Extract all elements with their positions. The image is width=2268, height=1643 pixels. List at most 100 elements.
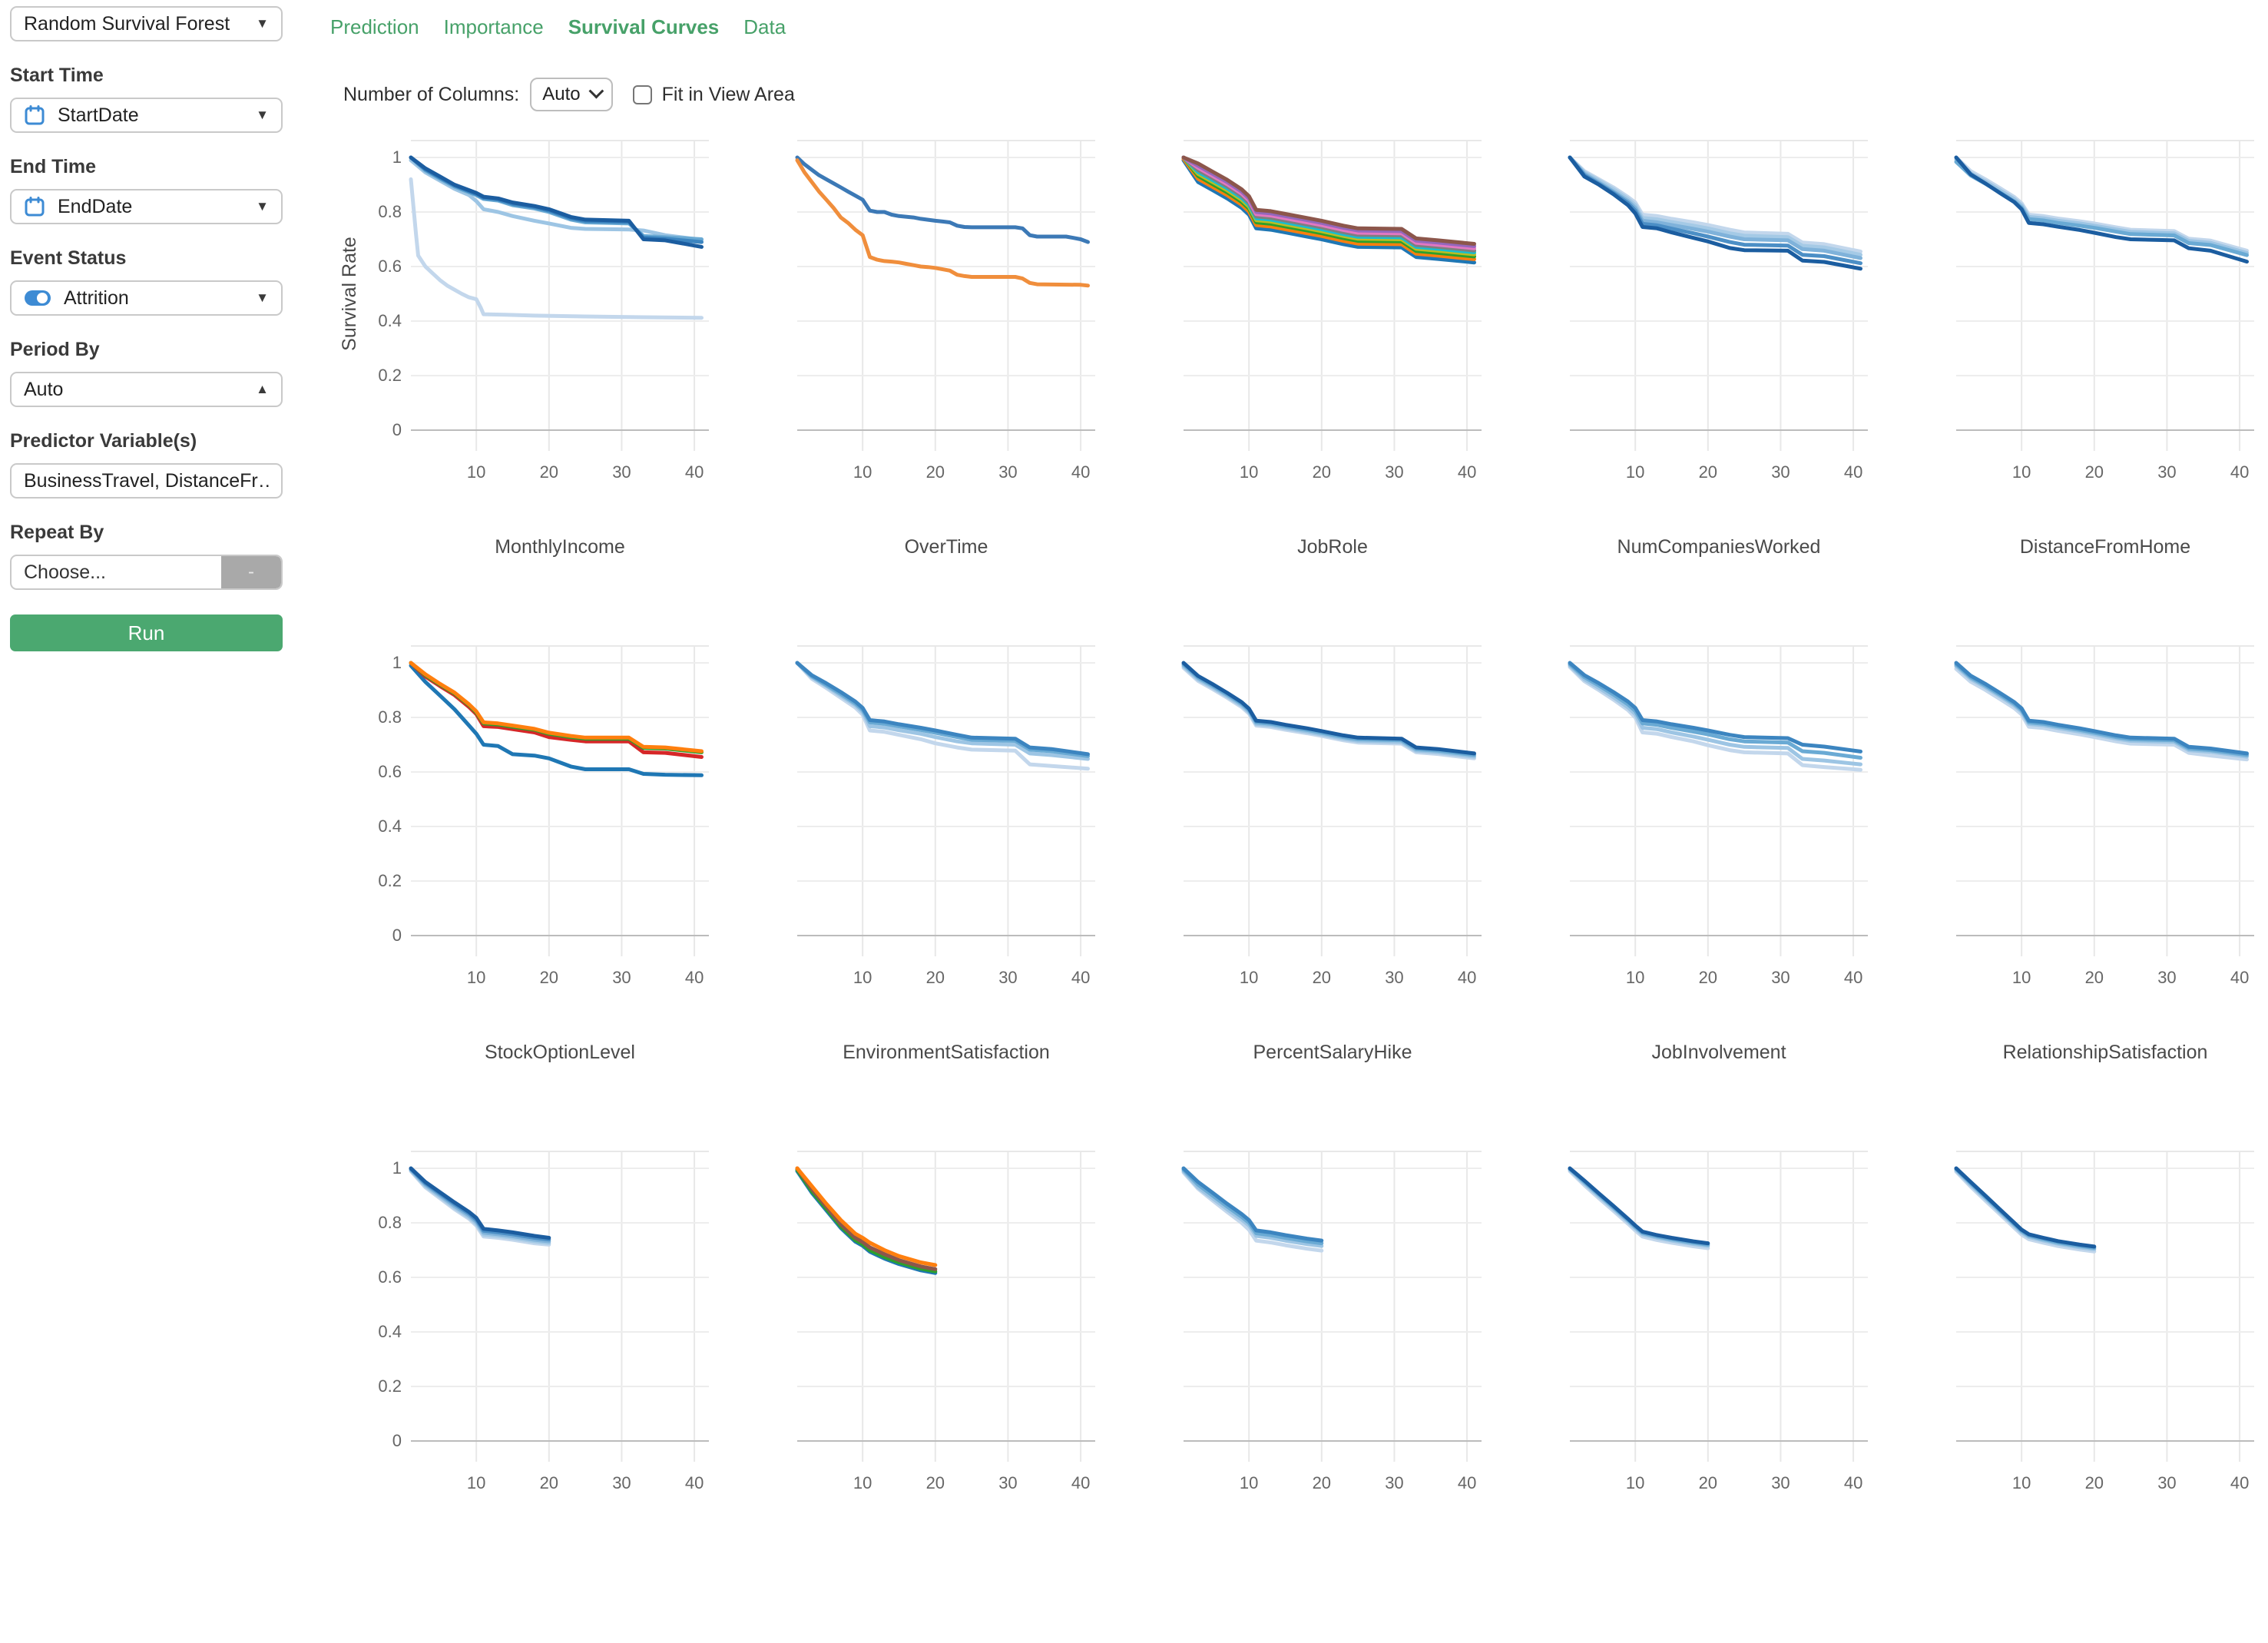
tab-prediction[interactable]: Prediction	[330, 15, 419, 38]
number-of-columns-value: Auto	[542, 84, 581, 104]
x-tick-label: 40	[2230, 1473, 2249, 1492]
chevron-up-icon: ▲	[256, 382, 269, 396]
x-tick-label: 40	[1844, 968, 1862, 987]
chart-title: OverTime	[905, 536, 988, 558]
x-tick-label: 40	[685, 1473, 704, 1492]
x-tick-label: 20	[926, 968, 945, 987]
number-of-columns-label: Number of Columns:	[343, 83, 520, 105]
x-tick-label: 40	[1844, 1473, 1862, 1492]
x-tick-label: 40	[1071, 1473, 1090, 1492]
x-tick-label: 10	[2012, 968, 2031, 987]
y-tick-label: 0	[392, 1431, 402, 1450]
x-tick-label: 40	[1844, 462, 1862, 482]
repeat-by-select[interactable]: Choose... -	[10, 555, 283, 590]
x-tick-label: 20	[1699, 1473, 1717, 1492]
chart-title: JobRole	[1297, 536, 1368, 558]
x-tick-label: 30	[612, 1473, 631, 1492]
predictor-variables-select[interactable]: BusinessTravel, DistanceFr…	[10, 463, 283, 499]
start-time-value: StartDate	[58, 104, 139, 126]
x-tick-label: 30	[2157, 1473, 2176, 1492]
y-tick-label: 1	[392, 1158, 402, 1178]
model-select[interactable]: Random Survival Forest ▼	[10, 6, 283, 41]
y-tick-label: 0.8	[378, 1213, 402, 1232]
survival-curves-grid: 1 0.8 0.6 0.4 0.2 0 Survival Rate 10 20 30 40 Month…	[325, 123, 2256, 1492]
chevron-down-icon: ▼	[256, 16, 269, 31]
chevron-down-icon: ▼	[256, 290, 269, 305]
survival-chart-row3-col5: 10 20 30 40	[1870, 1134, 2256, 1639]
period-by-label: Period By	[10, 339, 100, 360]
survival-chart-row3-col3: 10 20 30 40	[1098, 1134, 1484, 1639]
x-tick-label: 40	[2230, 462, 2249, 482]
sidebar: Random Survival Forest ▼ Start Time Star…	[0, 0, 307, 651]
x-tick-label: 10	[1626, 462, 1644, 482]
survival-chart-NumCompaniesWorked: 10 20 30 40 NumCompaniesWorked	[1484, 123, 1870, 628]
chart-title: MonthlyIncome	[495, 536, 625, 558]
x-tick-label: 20	[926, 462, 945, 482]
end-time-select[interactable]: EndDate ▼	[10, 189, 283, 224]
survival-chart-EnvironmentSatisfaction: 10 20 30 40 EnvironmentSatisfaction	[711, 628, 1098, 1134]
chart-title: DistanceFromHome	[2020, 536, 2190, 558]
chart-title: StockOptionLevel	[485, 1042, 635, 1063]
event-status-label: Event Status	[10, 247, 127, 269]
x-tick-label: 30	[1771, 1473, 1790, 1492]
number-of-columns-select[interactable]: Auto	[530, 78, 613, 111]
chart-title: RelationshipSatisfaction	[2003, 1042, 2208, 1063]
survival-chart-OverTime: 10 20 30 40 OverTime	[711, 123, 1098, 628]
event-status-select[interactable]: Attrition ▼	[10, 280, 283, 316]
y-tick-label: 0	[392, 420, 402, 439]
survival-chart-PercentSalaryHike: 10 20 30 40 PercentSalaryHike	[1098, 628, 1484, 1134]
start-time-label: Start Time	[10, 65, 104, 86]
x-tick-label: 10	[853, 968, 872, 987]
x-tick-label: 40	[1458, 968, 1476, 987]
x-tick-label: 20	[1699, 968, 1717, 987]
run-button[interactable]: Run	[10, 614, 283, 651]
y-tick-label: 0.2	[378, 1376, 402, 1396]
x-tick-label: 30	[998, 968, 1017, 987]
x-tick-label: 40	[685, 462, 704, 482]
x-tick-label: 10	[467, 462, 485, 482]
predictor-variables-value: BusinessTravel, DistanceFr…	[24, 469, 269, 492]
survival-chart-row3-col2: 10 20 30 40	[711, 1134, 1098, 1639]
x-tick-label: 10	[467, 968, 485, 987]
y-tick-label: 1	[392, 653, 402, 672]
x-tick-label: 10	[2012, 462, 2031, 482]
x-tick-label: 30	[1771, 968, 1790, 987]
y-tick-label: 0	[392, 926, 402, 945]
x-tick-label: 30	[612, 462, 631, 482]
y-tick-label: 0.4	[378, 311, 402, 330]
x-tick-label: 30	[998, 462, 1017, 482]
repeat-by-minus-button[interactable]: -	[221, 556, 281, 588]
survival-chart-row3-col1: 1 0.8 0.6 0.4 0.2 0 10 20 30 40	[325, 1134, 711, 1639]
tab-data[interactable]: Data	[743, 15, 786, 38]
start-time-select[interactable]: StartDate ▼	[10, 98, 283, 133]
chart-controls: Number of Columns: Auto Fit in View Area	[343, 77, 795, 112]
period-by-select[interactable]: Auto ▲	[10, 372, 283, 407]
x-tick-label: 20	[2085, 1473, 2104, 1492]
tab-survival-curves[interactable]: Survival Curves	[568, 15, 720, 38]
x-tick-label: 30	[612, 968, 631, 987]
x-tick-label: 10	[853, 1473, 872, 1492]
x-tick-label: 40	[1458, 462, 1476, 482]
x-tick-label: 30	[1385, 968, 1403, 987]
chevron-down-icon: ▼	[256, 108, 269, 122]
x-tick-label: 10	[1626, 1473, 1644, 1492]
y-tick-label: 0.8	[378, 202, 402, 221]
x-tick-label: 20	[1313, 968, 1331, 987]
x-tick-label: 10	[1240, 462, 1258, 482]
x-tick-label: 20	[540, 1473, 558, 1492]
y-tick-label: 0.6	[378, 1267, 402, 1287]
calendar-icon	[24, 104, 45, 126]
survival-chart-JobInvolvement: 10 20 30 40 JobInvolvement	[1484, 628, 1870, 1134]
chart-title: EnvironmentSatisfaction	[843, 1042, 1050, 1063]
x-tick-label: 10	[853, 462, 872, 482]
x-tick-label: 20	[540, 462, 558, 482]
y-tick-label: 0.4	[378, 817, 402, 836]
end-time-label: End Time	[10, 156, 97, 177]
survival-chart-RelationshipSatisfaction: 10 20 30 40 RelationshipSatisfaction	[1870, 628, 2256, 1134]
tab-importance[interactable]: Importance	[443, 15, 544, 38]
survival-chart-StockOptionLevel: 1 0.8 0.6 0.4 0.2 0 10 20 30 40 StockOptionLevel	[325, 628, 711, 1134]
toggle-icon	[24, 289, 51, 307]
fit-in-view-checkbox[interactable]	[632, 84, 652, 104]
y-tick-label: 0.8	[378, 707, 402, 727]
y-tick-label: 0.4	[378, 1322, 402, 1341]
